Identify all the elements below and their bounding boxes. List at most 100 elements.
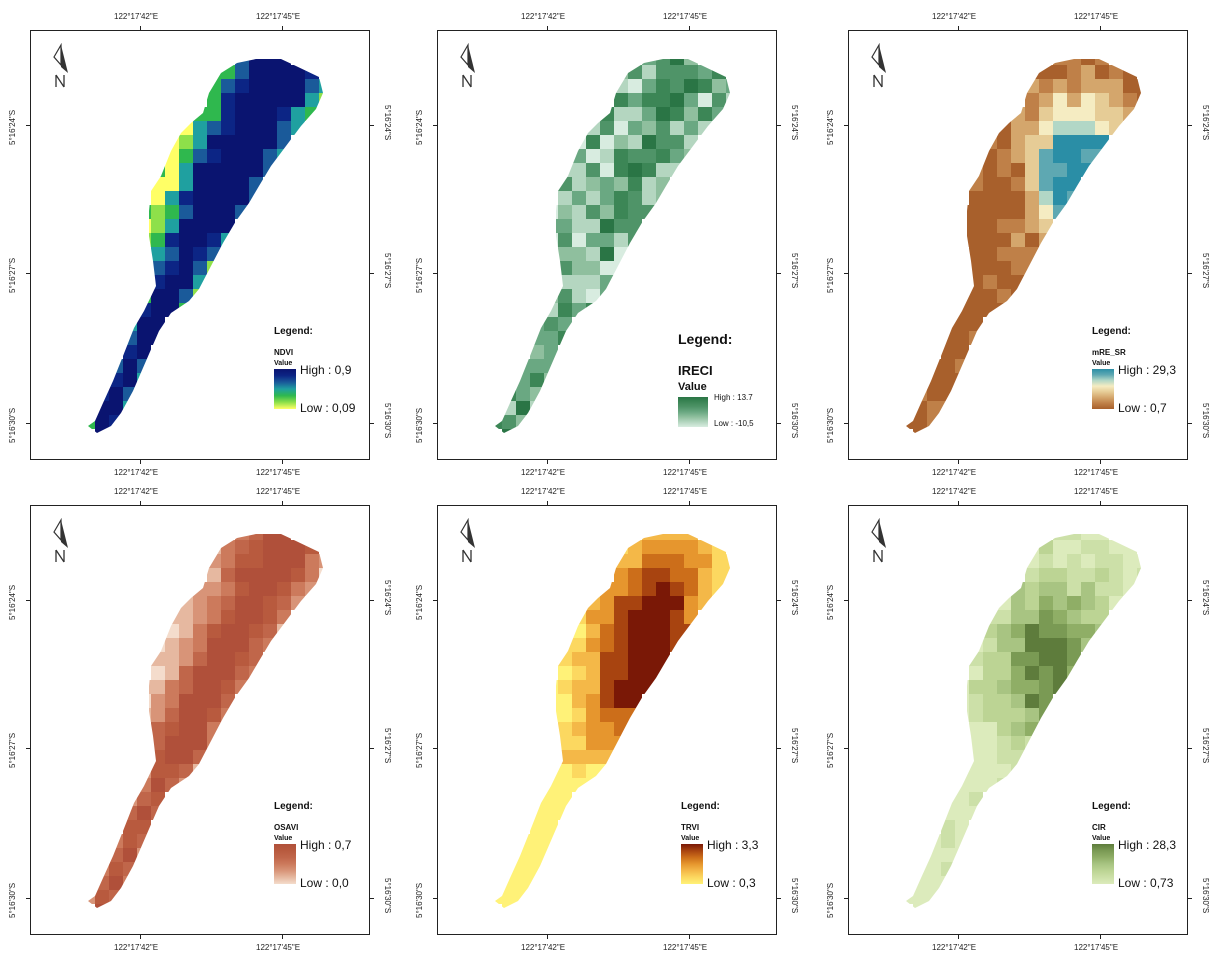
raster-cell: [983, 666, 997, 680]
raster-cell: [600, 107, 614, 121]
raster-cell: [927, 876, 941, 890]
latitude-label-left: 5°16'27"S: [8, 257, 17, 293]
raster-cell: [941, 876, 955, 890]
tick-mark: [282, 26, 283, 30]
raster-cell: [628, 610, 642, 624]
tick-mark: [844, 125, 848, 126]
raster-cell: [263, 610, 277, 624]
raster-cell: [1095, 540, 1109, 554]
raster-cell: [670, 93, 684, 107]
raster-cell: [1095, 149, 1109, 163]
raster-cell: [1081, 107, 1095, 121]
raster-cell: [656, 638, 670, 652]
raster-cell: [628, 163, 642, 177]
raster-cell: [586, 750, 600, 764]
longitude-label-bottom: 122°17'45"E: [1074, 468, 1119, 477]
latitude-label-right: 5°16'30"S: [383, 403, 392, 439]
raster-cell: [656, 177, 670, 191]
raster-cell: [983, 722, 997, 736]
raster-cell: [235, 596, 249, 610]
raster-cell: [941, 806, 955, 820]
raster-cell: [955, 205, 969, 219]
raster-cell: [221, 107, 235, 121]
raster-cell: [642, 121, 656, 135]
raster-cell: [670, 582, 684, 596]
raster-cell: [123, 834, 137, 848]
raster-cell: [600, 149, 614, 163]
longitude-label-top: 122°17'45"E: [1074, 12, 1119, 21]
raster-cell: [179, 736, 193, 750]
raster-cell: [712, 554, 726, 568]
raster-cell: [941, 345, 955, 359]
raster-cell: [1053, 638, 1067, 652]
raster-cell: [628, 540, 642, 554]
raster-cell: [941, 317, 955, 331]
raster-cell: [600, 680, 614, 694]
raster-cell: [530, 401, 544, 415]
raster-cell: [249, 596, 263, 610]
raster-cell: [263, 149, 277, 163]
raster-cell: [544, 289, 558, 303]
raster-cell: [983, 610, 997, 624]
raster-cell: [95, 429, 109, 433]
raster-cell: [906, 415, 913, 429]
raster-cell: [642, 610, 656, 624]
raster-cell: [1011, 708, 1025, 722]
raster-cell: [586, 638, 600, 652]
raster-cell: [277, 624, 291, 638]
raster-cell: [684, 624, 698, 638]
raster-cell: [109, 415, 123, 429]
tick-mark: [844, 273, 848, 274]
raster-cell: [941, 862, 955, 876]
raster-cell: [516, 359, 530, 373]
raster-cell: [277, 534, 291, 540]
raster-cell: [1053, 121, 1067, 135]
raster-cell: [656, 534, 670, 540]
longitude-label-top: 122°17'42"E: [521, 487, 566, 496]
raster-cell: [235, 79, 249, 93]
raster-cell: [221, 568, 235, 582]
raster-cell: [698, 540, 712, 554]
raster-cell: [955, 289, 969, 303]
raster-cell: [1011, 750, 1025, 764]
raster-cell: [207, 247, 221, 261]
raster-cell: [516, 848, 530, 862]
raster-cell: [235, 680, 249, 694]
raster-cell: [137, 848, 151, 862]
raster-cell: [305, 540, 319, 554]
map-frame: Legend: OSAVI Value High : 0,7 Low : 0,0: [30, 505, 370, 935]
raster-cell: [263, 107, 277, 121]
tick-mark: [26, 125, 30, 126]
raster-cell: [1011, 638, 1025, 652]
latitude-label-left: 5°16'24"S: [415, 109, 424, 145]
raster-cell: [516, 401, 530, 415]
raster-cell: [179, 135, 193, 149]
raster-cell: [1067, 652, 1081, 666]
legend-color-ramp: [274, 369, 296, 409]
latitude-label-left: 5°16'24"S: [826, 109, 835, 145]
raster-cell: [165, 219, 179, 233]
raster-cell: [179, 303, 193, 317]
raster-cell: [151, 205, 165, 219]
tick-mark: [370, 125, 374, 126]
raster-cell: [1053, 666, 1067, 680]
raster-cell: [1025, 722, 1039, 736]
tick-mark: [433, 423, 437, 424]
tick-mark: [370, 748, 374, 749]
raster-cell: [1011, 680, 1025, 694]
raster-cell: [249, 191, 263, 205]
raster-cell: [670, 65, 684, 79]
raster-cell: [109, 848, 123, 862]
raster-cell: [698, 596, 712, 610]
raster-cell: [614, 540, 628, 554]
raster-cell: [235, 191, 249, 205]
raster-cell: [656, 624, 670, 638]
longitude-label-bottom: 122°17'45"E: [1074, 943, 1119, 952]
tick-mark: [1188, 898, 1192, 899]
raster-cell: [193, 135, 207, 149]
raster-cell: [249, 65, 263, 79]
legend-value-label: Value: [678, 381, 707, 393]
raster-cell: [1053, 554, 1067, 568]
raster-cell: [913, 890, 927, 904]
raster-cell: [291, 121, 305, 135]
